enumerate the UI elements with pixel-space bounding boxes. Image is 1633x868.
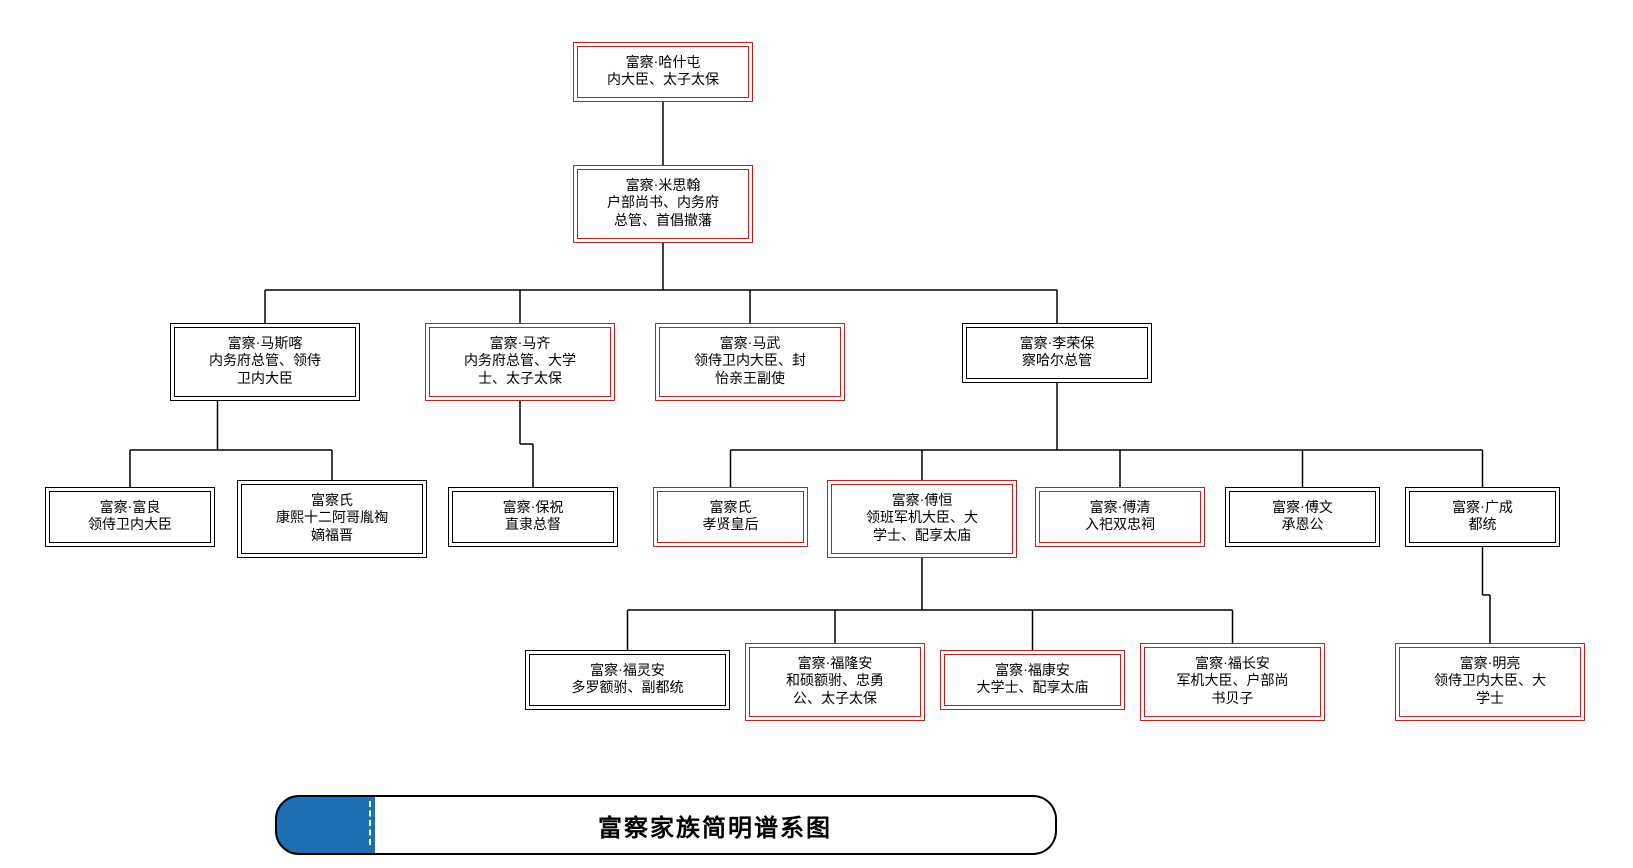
edge-layer [0,0,1633,868]
tree-node-inner: 富察·哈什屯内大臣、太子太保 [577,46,749,98]
tree-node: 富察氏康熙十二阿哥胤祹 嫡福晋 [237,480,427,558]
node-name: 富察·李荣保 [1020,336,1095,354]
tree-node: 富察·福灵安多罗额驸、副都统 [525,650,730,710]
tree-node: 富察·福长安军机大臣、户部尚 书贝子 [1140,643,1325,721]
tree-node-inner: 富察·马齐内务府总管、大学 士、太子太保 [429,327,611,397]
node-subtitle: 康熙十二阿哥胤祹 嫡福晋 [276,510,388,545]
title-text-container: 富察家族简明谱系图 [375,795,1057,855]
tree-node: 富察·傅恒领班军机大臣、大 学士、配享太庙 [827,480,1017,558]
node-name: 富察·哈什屯 [626,55,701,73]
node-subtitle: 领侍卫内大臣 [88,517,172,535]
node-name: 富察·明亮 [1460,656,1521,674]
tree-node-inner: 富察·福长安军机大臣、户部尚 书贝子 [1144,647,1321,717]
tree-node: 富察·马齐内务府总管、大学 士、太子太保 [425,323,615,401]
title-accent [275,795,379,855]
tree-node-inner: 富察·马斯喀内务府总管、领侍 卫内大臣 [174,327,356,397]
tree-node: 富察·哈什屯内大臣、太子太保 [573,42,753,102]
node-subtitle: 多罗额驸、副都统 [572,680,684,698]
node-subtitle: 领侍卫内大臣、大 学士 [1434,673,1546,708]
tree-node: 富察·富良领侍卫内大臣 [45,487,215,547]
tree-node: 富察·明亮领侍卫内大臣、大 学士 [1395,643,1585,721]
node-subtitle: 户部尚书、内务府 总管、首倡撤藩 [607,195,719,230]
tree-node-inner: 富察·傅文承恩公 [1229,491,1376,543]
tree-node: 富察·广成都统 [1405,487,1560,547]
tree-node: 富察·福康安大学士、配享太庙 [940,650,1125,710]
node-name: 富察·傅清 [1090,500,1151,518]
tree-node-inner: 富察·福灵安多罗额驸、副都统 [529,654,726,706]
tree-node-inner: 富察·傅恒领班军机大臣、大 学士、配享太庙 [831,484,1013,554]
node-subtitle: 入祀双忠祠 [1085,517,1155,535]
tree-node-inner: 富察·福康安大学士、配享太庙 [944,654,1121,706]
tree-node: 富察氏孝贤皇后 [653,487,808,547]
tree-node-inner: 富察·傅清入祀双忠祠 [1039,491,1201,543]
node-subtitle: 内大臣、太子太保 [607,72,719,90]
node-name: 富察·马齐 [490,336,551,354]
node-name: 富察·马武 [720,336,781,354]
node-name: 富察·福灵安 [590,663,665,681]
diagram-title: 富察家族简明谱系图 [598,808,832,843]
node-name: 富察·保祝 [503,500,564,518]
tree-node: 富察·马斯喀内务府总管、领侍 卫内大臣 [170,323,360,401]
node-subtitle: 承恩公 [1282,517,1324,535]
tree-node: 富察·李荣保察哈尔总管 [962,323,1152,383]
node-name: 富察·福长安 [1195,656,1270,674]
title-divider [369,801,371,845]
tree-node: 富察·保祝直隶总督 [448,487,618,547]
genealogy-diagram: 富察家族简明谱系图 富察·哈什屯内大臣、太子太保富察·米思翰户部尚书、内务府 总… [0,0,1633,868]
node-subtitle: 领班军机大臣、大 学士、配享太庙 [866,510,978,545]
node-name: 富察·米思翰 [626,178,701,196]
tree-node-inner: 富察氏孝贤皇后 [657,491,804,543]
tree-node: 富察·傅文承恩公 [1225,487,1380,547]
node-subtitle: 军机大臣、户部尚 书贝子 [1177,673,1289,708]
tree-node-inner: 富察氏康熙十二阿哥胤祹 嫡福晋 [241,484,423,554]
node-subtitle: 孝贤皇后 [703,517,759,535]
node-name: 富察·福隆安 [798,656,873,674]
node-name: 富察·马斯喀 [228,336,303,354]
tree-node-inner: 富察·米思翰户部尚书、内务府 总管、首倡撤藩 [577,169,749,239]
node-name: 富察·广成 [1452,500,1513,518]
tree-node: 富察·傅清入祀双忠祠 [1035,487,1205,547]
tree-node-inner: 富察·福隆安和硕额驸、忠勇 公、太子太保 [749,647,921,717]
node-subtitle: 领侍卫内大臣、封 怡亲王副使 [694,353,806,388]
node-name: 富察·福康安 [995,663,1070,681]
node-subtitle: 直隶总督 [505,517,561,535]
node-subtitle: 大学士、配享太庙 [977,680,1089,698]
node-subtitle: 都统 [1469,517,1497,535]
node-subtitle: 和硕额驸、忠勇 公、太子太保 [786,673,884,708]
node-name: 富察氏 [710,500,752,518]
tree-node-inner: 富察·保祝直隶总督 [452,491,614,543]
node-name: 富察·傅恒 [892,493,953,511]
tree-node-inner: 富察·马武领侍卫内大臣、封 怡亲王副使 [659,327,841,397]
tree-node: 富察·马武领侍卫内大臣、封 怡亲王副使 [655,323,845,401]
tree-node-inner: 富察·李荣保察哈尔总管 [966,327,1148,379]
title-bar: 富察家族简明谱系图 [275,795,1055,851]
node-name: 富察·傅文 [1272,500,1333,518]
node-name: 富察·富良 [100,500,161,518]
node-subtitle: 内务府总管、领侍 卫内大臣 [209,353,321,388]
tree-node: 富察·福隆安和硕额驸、忠勇 公、太子太保 [745,643,925,721]
tree-node-inner: 富察·明亮领侍卫内大臣、大 学士 [1399,647,1581,717]
node-subtitle: 内务府总管、大学 士、太子太保 [464,353,576,388]
tree-node-inner: 富察·广成都统 [1409,491,1556,543]
node-name: 富察氏 [311,493,353,511]
node-subtitle: 察哈尔总管 [1022,353,1092,371]
tree-node-inner: 富察·富良领侍卫内大臣 [49,491,211,543]
tree-node: 富察·米思翰户部尚书、内务府 总管、首倡撤藩 [573,165,753,243]
